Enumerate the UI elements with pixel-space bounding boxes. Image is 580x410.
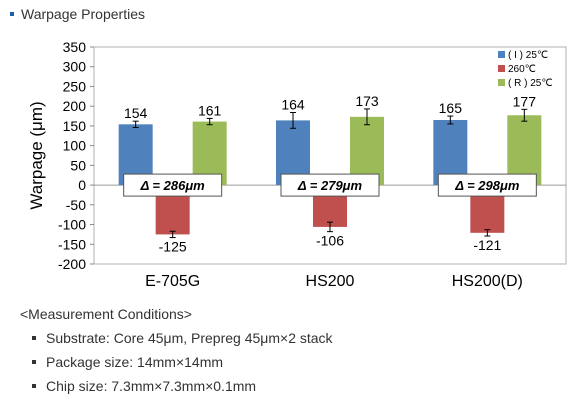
data-label: 165 [439, 100, 463, 116]
legend-swatch [498, 65, 505, 72]
legend-label: ( R ) 25℃ [508, 78, 553, 89]
x-tick-label: E-705G [145, 273, 200, 290]
y-tick-label: 300 [63, 59, 87, 75]
warpage-bar-chart: 350 300 250 200 150 100 50 0 -50 -100 -150 -200 Warp… [27, 39, 567, 290]
x-tick-label: HS200(D) [452, 273, 523, 290]
legend-swatch [498, 79, 505, 86]
conditions-list: Substrate: Core 45μm, Prepreg 45μm×2 sta… [20, 330, 333, 394]
delta-annotation-box [437, 173, 537, 197]
data-label: 164 [281, 96, 305, 112]
y-tick-label: 0 [78, 177, 86, 193]
delta-annotation: Δ = 279μm [297, 178, 363, 193]
condition-item: Substrate: Core 45μm, Prepreg 45μm×2 sta… [32, 330, 333, 346]
section-title: Warpage Properties [10, 6, 145, 22]
y-tick-label: 250 [63, 78, 87, 94]
condition-text: Chip size: 7.3mm×7.3mm×0.1mm [46, 378, 257, 394]
data-label: 161 [198, 102, 222, 118]
y-tick-label: 100 [63, 138, 87, 154]
data-label: 173 [355, 93, 379, 109]
condition-text: Package size: 14mm×14mm [46, 354, 224, 370]
delta-annotation-box [123, 173, 223, 197]
delta-annotation-box [280, 173, 380, 197]
data-label: -121 [473, 237, 501, 253]
data-label: -106 [316, 233, 344, 249]
condition-text: Substrate: Core 45μm, Prepreg 45μm×2 sta… [46, 330, 333, 346]
plot-area [93, 46, 567, 265]
delta-annotation: Δ = 286μm [140, 178, 206, 193]
legend-label: ( I ) 25℃ [508, 50, 548, 61]
measurement-conditions: <Measurement Conditions> Substrate: Core… [20, 306, 333, 402]
legend-label: 260℃ [508, 64, 536, 75]
y-tick-label: 200 [63, 98, 87, 114]
condition-item: Chip size: 7.3mm×7.3mm×0.1mm [32, 378, 333, 394]
y-tick-label: 150 [63, 118, 87, 134]
bullet-icon [32, 384, 36, 388]
square-bullet-icon [10, 12, 14, 16]
x-tick-label: HS200 [306, 273, 355, 290]
y-tick-label: -50 [66, 197, 86, 213]
bullet-icon [32, 336, 36, 340]
condition-item: Package size: 14mm×14mm [32, 354, 333, 370]
y-tick-label: -200 [58, 256, 86, 272]
y-axis-label: Warpage (μm) [27, 101, 46, 209]
bullet-icon [32, 360, 36, 364]
y-tick-label: 350 [63, 39, 87, 55]
legend-swatch [498, 51, 505, 58]
bar [507, 115, 542, 186]
data-label: 154 [124, 105, 148, 121]
y-tick-label: -150 [58, 236, 86, 252]
y-tick-label: 50 [70, 157, 86, 173]
y-tick-label: -100 [58, 217, 86, 233]
section-title-text: Warpage Properties [21, 6, 145, 22]
delta-annotation: Δ = 298μm [454, 178, 520, 193]
data-label: 177 [513, 93, 537, 109]
data-label: -125 [159, 239, 187, 255]
conditions-heading: <Measurement Conditions> [20, 306, 192, 322]
